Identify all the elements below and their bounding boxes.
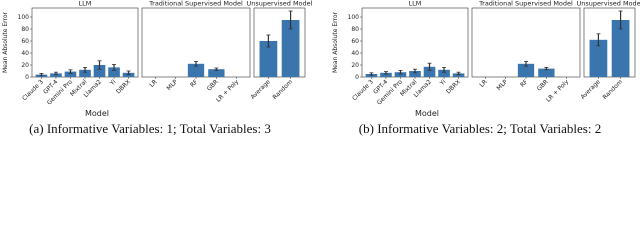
bar: [589, 39, 608, 77]
bar: [93, 65, 106, 77]
bar: [438, 69, 450, 77]
x-tick-label: DBRX: [445, 78, 462, 95]
panel-title: Unsupervised Model: [577, 0, 640, 8]
bar: [380, 72, 392, 77]
y-tick-label: 20: [351, 62, 359, 69]
bar: [423, 66, 436, 77]
bar: [394, 72, 407, 77]
axes-frame: [583, 7, 636, 78]
x-tick-label: Random: [271, 78, 294, 101]
axes-frame: [31, 7, 139, 78]
bar: [281, 20, 300, 77]
panel-title: Traditional Supervised Model: [148, 0, 243, 8]
x-axis-label: Model: [415, 109, 439, 118]
panel-title: LLM: [409, 0, 422, 8]
bar: [259, 41, 278, 77]
y-tick-label: 100: [18, 14, 30, 21]
x-tick-label: LR + Poly: [215, 78, 241, 104]
bar: [409, 71, 421, 77]
y-tick-label: 60: [21, 38, 29, 45]
x-tick-label: Yi: [438, 78, 448, 88]
bar: [517, 63, 535, 77]
bar: [187, 63, 205, 77]
caption: (a) Informative Variables: 1; Total Vari…: [29, 121, 271, 136]
y-tick-label: 60: [351, 38, 359, 45]
panel-title: LLM: [79, 0, 92, 8]
y-tick-label: 0: [355, 74, 359, 81]
x-tick-label: MLP: [496, 78, 510, 92]
x-tick-label: RF: [189, 78, 200, 89]
y-tick-label: 100: [348, 14, 360, 21]
caption: (b) Informative Variables: 2; Total Vari…: [359, 121, 601, 136]
y-axis-label: Mean Absolute Error: [332, 11, 339, 73]
panel-title: Unsupervised Model: [247, 0, 313, 8]
y-axis-label: Mean Absolute Error: [2, 11, 9, 73]
x-tick-label: GBR: [536, 78, 550, 92]
bar: [108, 67, 120, 77]
y-tick-label: 40: [351, 50, 359, 57]
x-tick-label: LR + Poly: [545, 78, 571, 104]
y-tick-label: 80: [351, 26, 359, 33]
x-tick-label: RF: [519, 78, 530, 89]
bar: [611, 20, 630, 77]
y-tick-label: 20: [21, 62, 29, 69]
bar: [50, 73, 62, 77]
x-axis-label: Model: [85, 109, 109, 118]
axes-frame: [361, 7, 469, 78]
x-tick-label: Average: [249, 78, 272, 101]
panel-title: Traditional Supervised Model: [478, 0, 573, 8]
x-tick-label: LR: [148, 78, 158, 88]
bar: [64, 71, 77, 77]
x-tick-label: LR: [478, 78, 488, 88]
x-tick-label: Yi: [108, 78, 118, 88]
y-tick-label: 40: [21, 50, 29, 57]
x-tick-label: Average: [579, 78, 602, 101]
x-tick-label: Random: [601, 78, 624, 101]
x-tick-label: GBR: [206, 78, 220, 92]
y-tick-label: 80: [21, 26, 29, 33]
x-tick-label: DBRX: [115, 78, 132, 95]
bar: [452, 73, 465, 77]
bar: [79, 69, 91, 77]
y-tick-label: 0: [25, 74, 29, 81]
bar: [538, 68, 555, 77]
axes-frame: [253, 7, 306, 78]
bar: [208, 69, 225, 77]
x-tick-label: MLP: [166, 78, 180, 92]
